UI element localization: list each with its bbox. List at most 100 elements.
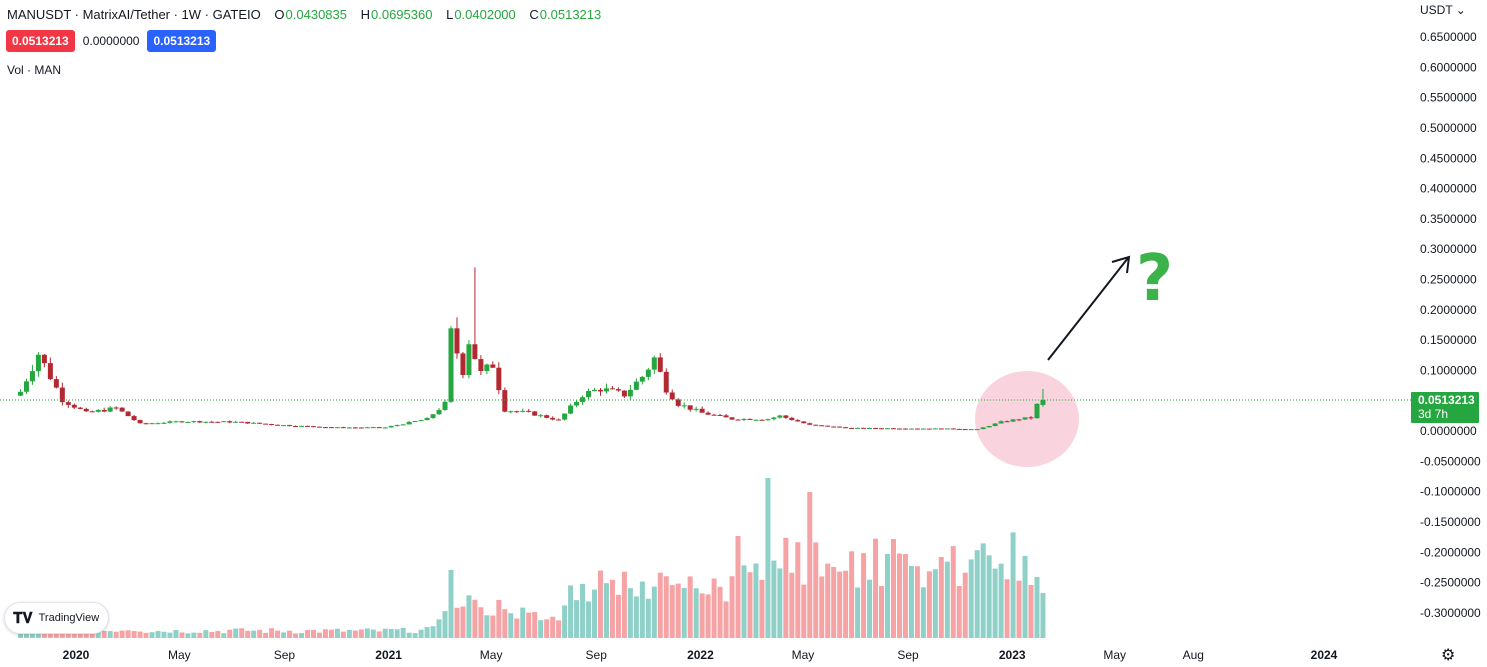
volume-bar	[633, 596, 639, 638]
candle-body	[197, 421, 203, 423]
tradingview-logo[interactable]: 𝐓𝐕 TradingView	[4, 602, 109, 634]
candle-body	[161, 422, 167, 424]
candle-body	[831, 426, 837, 428]
volume-legend[interactable]: Vol · MAN	[7, 63, 62, 77]
candle	[137, 419, 143, 424]
candle-body	[143, 423, 149, 425]
candle-body	[843, 427, 849, 429]
candle	[448, 326, 454, 404]
candle-body	[209, 421, 215, 423]
candle-body	[950, 428, 956, 430]
candle-body	[406, 421, 412, 425]
candle	[986, 425, 992, 428]
volume-bar	[562, 605, 568, 638]
volume-bar	[926, 571, 932, 638]
candle-body	[651, 357, 657, 370]
time-tick-label: 2022	[687, 648, 714, 662]
sell-price-button[interactable]: 0.0513213	[6, 30, 75, 52]
buy-price-button[interactable]: 0.0513213	[147, 30, 217, 52]
candle-body	[962, 429, 968, 431]
candle	[807, 422, 813, 425]
volume-bar	[310, 629, 316, 638]
volume-bar	[807, 492, 813, 638]
volume-bar	[592, 589, 598, 638]
candle	[974, 429, 980, 431]
candle-body	[992, 423, 998, 427]
price-tick-label: 0.0000000	[1420, 424, 1477, 438]
candle	[281, 425, 287, 427]
candle-body	[83, 408, 89, 412]
candle	[514, 410, 520, 413]
candle-body	[448, 328, 454, 402]
candle	[466, 340, 472, 379]
candle	[597, 388, 603, 396]
price-tick-label: 0.5500000	[1420, 91, 1477, 105]
candle-body	[741, 418, 747, 420]
candle-body	[699, 408, 705, 413]
candle	[47, 357, 53, 381]
candle	[896, 428, 902, 430]
gear-icon[interactable]: ⚙	[1441, 647, 1456, 664]
volume-bar	[251, 630, 257, 638]
volume-bar	[191, 632, 197, 638]
candle-body	[693, 408, 699, 410]
candle-body	[1028, 417, 1034, 419]
price-tick-label: 0.1000000	[1420, 363, 1477, 377]
candle	[861, 427, 867, 429]
low-label: L	[446, 7, 454, 22]
time-tick-label: Sep	[897, 648, 919, 662]
candle	[227, 420, 233, 424]
candle-body	[729, 417, 735, 420]
currency-dropdown[interactable]: USDT ⌄	[1420, 3, 1466, 17]
candle	[550, 416, 556, 421]
volume-bar	[998, 563, 1004, 638]
candle-body	[203, 421, 209, 423]
candle-body	[544, 415, 550, 418]
candle-body	[340, 427, 346, 429]
price-tick-label: -0.2500000	[1420, 576, 1481, 590]
candle-body	[920, 428, 926, 430]
volume-bar	[741, 565, 747, 638]
volume-bar	[65, 632, 71, 638]
candle-body	[65, 402, 71, 405]
candle-body	[77, 407, 83, 409]
candle-body	[759, 419, 765, 421]
candle	[197, 420, 203, 424]
candle-body	[783, 415, 789, 418]
candle	[902, 428, 908, 430]
volume-bar	[119, 630, 125, 638]
price-tick-label: -0.0500000	[1420, 454, 1481, 468]
candle	[215, 421, 221, 423]
volume-bar	[245, 630, 251, 638]
volume-bar	[831, 567, 837, 638]
candle	[544, 414, 550, 419]
candle	[914, 428, 920, 430]
candle	[101, 407, 107, 413]
candle	[729, 417, 735, 420]
candle-body	[17, 391, 23, 396]
volume-bar	[645, 598, 651, 638]
candle	[879, 427, 885, 430]
candle-body	[466, 344, 472, 376]
candle	[532, 410, 538, 416]
candle	[944, 428, 950, 430]
candle-body	[460, 353, 466, 376]
candle-body	[400, 424, 406, 426]
candle	[1004, 420, 1010, 423]
candle-body	[287, 425, 293, 427]
candle-body	[364, 427, 370, 429]
volume-bar	[765, 478, 771, 638]
volume-bar	[681, 588, 687, 638]
candle-body	[233, 421, 239, 423]
candle	[299, 425, 305, 427]
volume-bar	[436, 619, 442, 638]
candle	[29, 364, 35, 385]
volume-bar	[849, 551, 855, 638]
candle-body	[113, 407, 119, 409]
price-tick-label: 0.6000000	[1420, 60, 1477, 74]
candle-body	[639, 376, 645, 382]
symbol-title[interactable]: MANUSDT · MatrixAI/Tether · 1W · GATEIO	[7, 7, 261, 22]
currency-label: USDT	[1420, 3, 1453, 17]
candle-body	[753, 419, 759, 421]
